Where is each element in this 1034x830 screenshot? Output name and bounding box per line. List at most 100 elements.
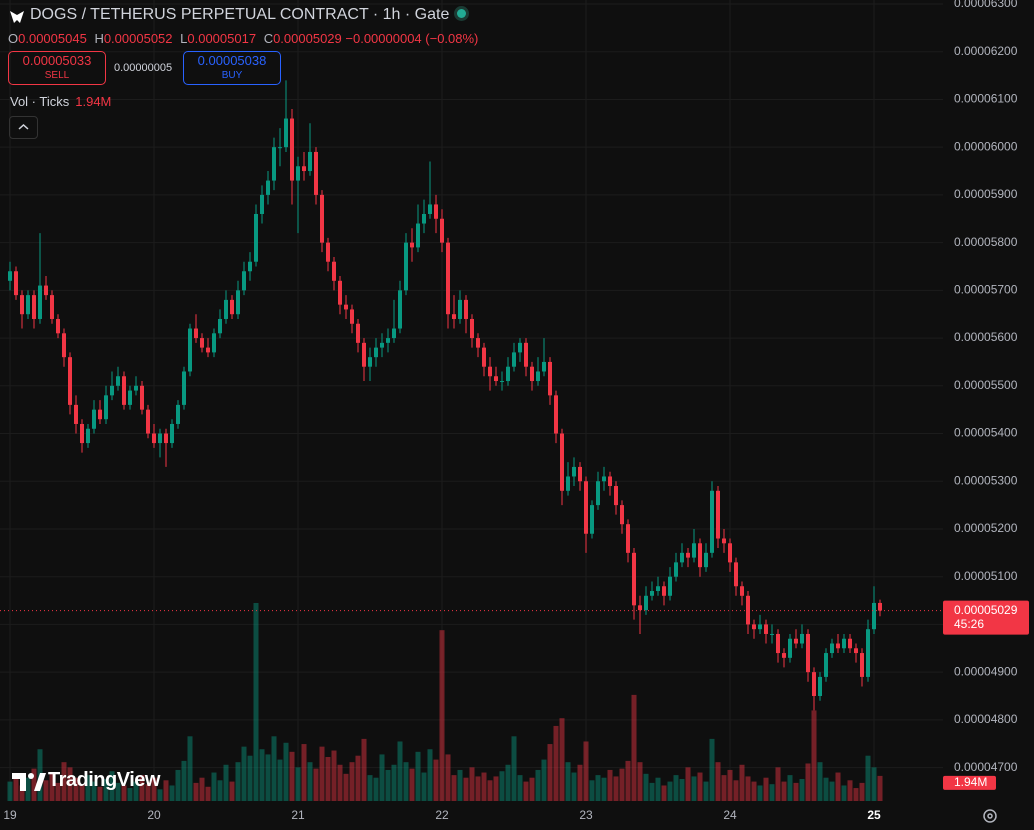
volume-bar — [781, 781, 787, 801]
candle-body — [842, 638, 846, 649]
volume-bar — [511, 736, 517, 801]
volume-bar — [217, 780, 223, 801]
volume-bar — [625, 760, 631, 801]
candle-body — [44, 285, 48, 296]
volume-bar — [379, 754, 385, 801]
candle-body — [398, 290, 402, 329]
symbol-icon — [10, 11, 24, 23]
candle-body — [560, 433, 564, 491]
candle-body — [608, 476, 612, 487]
volume-bar — [343, 773, 349, 801]
volume-bar — [541, 759, 547, 801]
volume-bar — [157, 789, 163, 801]
logo-dot — [28, 773, 34, 779]
volume-bar — [391, 764, 397, 801]
volume-bar — [643, 773, 649, 801]
volume-bar — [457, 769, 463, 801]
candle-body — [296, 166, 300, 181]
x-tick-label: 24 — [723, 808, 737, 822]
volume-bar — [187, 736, 193, 801]
candle-body — [542, 361, 546, 372]
ohlc-value: 0.00005017 — [187, 31, 257, 46]
sell-button[interactable]: 0.00005033 SELL — [8, 51, 106, 85]
candle-body — [74, 404, 78, 424]
candle-body — [188, 328, 192, 372]
volume-bar — [115, 782, 121, 801]
candle-body — [698, 543, 702, 568]
candle-body — [482, 347, 486, 367]
candle-body — [20, 295, 24, 315]
y-tick-label: 0.00005400 — [954, 426, 1018, 440]
collapse-button[interactable] — [9, 116, 38, 139]
candle-body — [86, 428, 90, 444]
volume-bar — [121, 785, 127, 801]
volume-bar — [283, 742, 289, 801]
y-tick-label: 0.00004900 — [954, 664, 1018, 678]
sell-label: SELL — [44, 70, 70, 81]
volume-bar — [613, 776, 619, 801]
volume-bar — [553, 725, 559, 801]
volume-bar — [193, 782, 199, 801]
volume-bar — [787, 775, 793, 801]
candle-body — [122, 376, 126, 405]
volume-bar — [715, 762, 721, 801]
volume-bar — [535, 769, 541, 801]
volume-bar — [181, 760, 187, 801]
volume-bar — [133, 781, 139, 801]
candle-body — [200, 338, 204, 348]
volume-bar — [859, 782, 865, 801]
volume-bar — [823, 777, 829, 801]
candle-body — [464, 299, 468, 319]
logo-text: TradingView — [48, 769, 160, 791]
volume-bar — [547, 744, 553, 801]
volume-bar — [847, 780, 853, 801]
volume-bar — [655, 777, 661, 801]
volume-bar — [871, 767, 877, 801]
candle-body — [272, 147, 276, 181]
candle-body — [92, 409, 96, 429]
volume-bar — [265, 754, 271, 801]
volume-bar — [319, 746, 325, 801]
candle-body — [554, 395, 558, 434]
candle-body — [764, 624, 768, 634]
volume-legend: Vol · Ticks 1.94M — [10, 94, 111, 109]
candle-body — [128, 390, 132, 405]
buy-label: BUY — [221, 70, 243, 81]
candle-body — [536, 371, 540, 382]
volume-bar — [109, 771, 115, 801]
candle-body — [338, 280, 342, 305]
volume-bar — [337, 764, 343, 801]
candle-body — [440, 218, 444, 243]
volume-bar — [505, 764, 511, 801]
volume-bar — [577, 764, 583, 801]
chevron — [18, 123, 29, 130]
volume-bar — [697, 772, 703, 801]
volume-bar — [661, 785, 667, 801]
volume-bar — [289, 751, 295, 801]
candle-body — [626, 524, 630, 553]
volume-bar — [607, 769, 613, 801]
candle-body — [752, 624, 756, 630]
volume-bar — [817, 762, 823, 801]
candle-body — [326, 242, 330, 262]
candle-body — [818, 676, 822, 697]
y-tick-label: 0.00006100 — [954, 92, 1018, 106]
volume-bar — [7, 781, 13, 801]
volume-bar — [19, 785, 25, 801]
settings-icon[interactable] — [980, 806, 1000, 826]
volume-bar — [415, 751, 421, 801]
volume-bar — [589, 780, 595, 801]
candle-body — [158, 433, 162, 444]
candle-body — [836, 643, 840, 649]
logo-shape — [12, 773, 26, 791]
volume-bar — [667, 781, 673, 801]
volume-bar — [301, 744, 307, 801]
candle-body — [254, 213, 258, 262]
candle-body — [182, 371, 186, 405]
candle-body — [668, 576, 672, 596]
volume-bar — [313, 768, 319, 801]
candle-body — [56, 318, 60, 334]
buy-button[interactable]: 0.00005038 BUY — [183, 51, 281, 85]
volume-bar — [433, 759, 439, 801]
